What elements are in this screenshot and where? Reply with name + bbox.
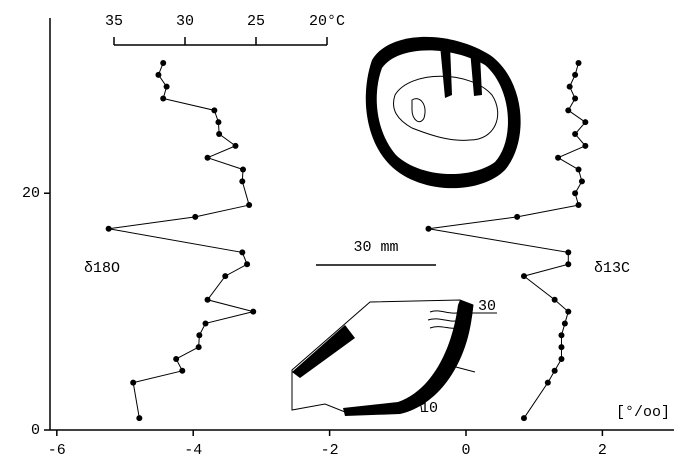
point [558, 344, 565, 351]
point [551, 296, 558, 303]
point [565, 308, 572, 315]
point [575, 166, 582, 173]
x-tick-label: -4 [184, 442, 202, 459]
point [520, 273, 527, 280]
growth-label: 10 [420, 400, 438, 417]
point [202, 320, 209, 327]
point [250, 308, 257, 315]
point [555, 154, 562, 161]
point [578, 178, 585, 185]
point [239, 178, 246, 185]
point [558, 332, 565, 339]
y-tick-label: 0 [31, 422, 40, 439]
point [239, 249, 246, 256]
point [130, 379, 137, 386]
y-tick-label: 20 [22, 185, 40, 202]
point [582, 142, 589, 149]
scale-bar-label: 30 mm [353, 239, 398, 256]
point [572, 71, 579, 78]
point [136, 415, 143, 422]
point [565, 249, 572, 256]
point [565, 107, 572, 114]
point [216, 131, 223, 138]
x2-tick-label: 35 [105, 13, 123, 30]
x2-tick-label: 20°C [309, 13, 345, 30]
point [196, 332, 203, 339]
x-unit-label: [°/oo] [616, 404, 670, 421]
series-label: δ18O [84, 260, 120, 277]
point [551, 367, 558, 374]
point [544, 379, 551, 386]
point [572, 190, 579, 197]
point [239, 166, 246, 173]
point [195, 344, 202, 351]
point [561, 320, 568, 327]
point [244, 261, 251, 268]
point [572, 95, 579, 102]
x-tick-label: -2 [321, 442, 339, 459]
point [173, 355, 180, 362]
series-line [108, 62, 254, 419]
point [204, 154, 211, 161]
point [572, 131, 579, 138]
point [192, 213, 199, 220]
point [575, 202, 582, 209]
x-tick-label: 0 [461, 442, 470, 459]
point [514, 213, 521, 220]
growth-label: 30 [478, 298, 496, 315]
point [215, 119, 222, 126]
point [160, 95, 167, 102]
point [232, 142, 239, 149]
point [204, 296, 211, 303]
point [155, 71, 162, 78]
point [425, 225, 432, 232]
point [179, 367, 186, 374]
x-tick-label: 2 [598, 442, 607, 459]
shell-cross-section [365, 36, 521, 189]
point [160, 59, 167, 66]
point [520, 415, 527, 422]
point [246, 202, 253, 209]
point [582, 119, 589, 126]
point [222, 273, 229, 280]
x2-tick-label: 25 [247, 13, 265, 30]
shell-fragment [291, 299, 497, 416]
point [558, 355, 565, 362]
point [211, 107, 218, 114]
point [575, 59, 582, 66]
point [163, 83, 170, 90]
x-tick-label: -6 [48, 442, 66, 459]
x2-tick-label: 30 [176, 13, 194, 30]
point [105, 225, 112, 232]
point [565, 261, 572, 268]
series-label: δ13C [594, 260, 630, 277]
point [566, 83, 573, 90]
